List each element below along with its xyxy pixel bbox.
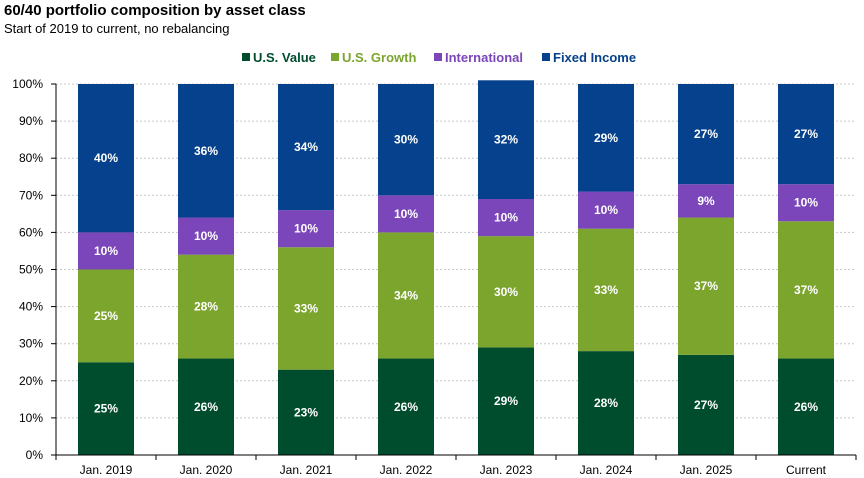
data-label: 36%: [194, 144, 218, 158]
y-tick-label: 50%: [19, 263, 43, 277]
chart-title: 60/40 portfolio composition by asset cla…: [4, 2, 306, 19]
data-label: 10%: [294, 222, 318, 236]
data-label: 10%: [394, 207, 418, 221]
data-label: 34%: [294, 140, 318, 154]
data-label: 27%: [794, 127, 818, 141]
chart-subtitle: Start of 2019 to current, no rebalancing: [4, 21, 230, 36]
bar-segment: [478, 80, 534, 200]
y-tick-label: 100%: [12, 77, 43, 91]
data-label: 25%: [94, 309, 118, 323]
data-label: 27%: [694, 127, 718, 141]
legend: U.S. Value U.S. Growth International Fixed …: [242, 50, 636, 65]
data-label: 28%: [194, 300, 218, 314]
bar-segment: [678, 184, 734, 218]
x-tick-label: Jan. 2023: [480, 463, 533, 477]
x-tick-label: Current: [786, 463, 827, 477]
data-label: 29%: [494, 394, 518, 408]
gridlines: [56, 83, 856, 419]
y-tick-label: 20%: [19, 374, 43, 388]
data-label: 29%: [594, 131, 618, 145]
y-tick-label: 90%: [19, 114, 43, 128]
x-tick-label: Jan. 2019: [80, 463, 133, 477]
data-label: 23%: [294, 405, 318, 419]
data-label: 27%: [694, 398, 718, 412]
x-tick-label: Jan. 2024: [580, 463, 633, 477]
data-label: 30%: [394, 133, 418, 147]
bar-segment: [278, 84, 334, 211]
bar-segment: [378, 195, 434, 233]
data-label: 10%: [494, 211, 518, 225]
y-tick-label: 80%: [19, 151, 43, 165]
bar-segment: [478, 236, 534, 348]
data-label: 37%: [794, 283, 818, 297]
legend-swatch: [434, 53, 442, 61]
x-tick-label: Jan. 2021: [280, 463, 333, 477]
legend-swatch: [542, 53, 550, 61]
bar-segment: [178, 254, 234, 359]
bar-segment: [678, 217, 734, 355]
bar-segment: [378, 232, 434, 359]
legend-swatch: [331, 53, 339, 61]
bar-segment: [578, 228, 634, 352]
bar-segment: [178, 358, 234, 455]
data-label: 32%: [494, 133, 518, 147]
bar-segment: [378, 84, 434, 196]
bar-segment: [478, 347, 534, 455]
y-tick-label: 0%: [26, 448, 44, 462]
legend-label: International: [445, 50, 523, 65]
data-label: 33%: [294, 301, 318, 315]
bar-segment: [78, 84, 134, 233]
data-label: 40%: [94, 151, 118, 165]
bar-segment: [378, 358, 434, 455]
y-tick-label: 30%: [19, 337, 43, 351]
data-label: 33%: [594, 283, 618, 297]
x-tick-label: Jan. 2022: [380, 463, 433, 477]
bar-segment: [578, 191, 634, 229]
x-tick-label: Jan. 2020: [180, 463, 233, 477]
bar-segment: [278, 369, 334, 455]
bar-segment: [278, 247, 334, 370]
bar-segment: [478, 199, 534, 237]
y-tick-label: 10%: [19, 411, 43, 425]
data-label: 26%: [194, 400, 218, 414]
legend-label: Fixed Income: [553, 50, 636, 65]
x-tick-label: Jan. 2025: [680, 463, 733, 477]
data-label: 37%: [694, 279, 718, 293]
bar-segment: [778, 358, 834, 455]
data-label: 26%: [394, 400, 418, 414]
data-label: 10%: [94, 244, 118, 258]
legend-swatch: [242, 53, 250, 61]
data-label: 26%: [794, 400, 818, 414]
bar-segment: [678, 84, 734, 185]
bar-segment: [78, 269, 134, 363]
bar-segment: [678, 354, 734, 455]
y-tick-label: 40%: [19, 300, 43, 314]
y-tick-label: 60%: [19, 225, 43, 239]
data-label: 10%: [594, 203, 618, 217]
data-label: 34%: [394, 288, 418, 302]
bar-segment: [778, 221, 834, 359]
data-label: 10%: [794, 196, 818, 210]
bar-segment: [578, 84, 634, 192]
bar-segment: [278, 210, 334, 248]
data-label: 30%: [494, 285, 518, 299]
bar-segment: [778, 184, 834, 222]
bar-segment: [178, 217, 234, 255]
bar-segment: [578, 351, 634, 455]
bar-segment: [78, 232, 134, 270]
bar-segment: [78, 362, 134, 455]
legend-label: U.S. Growth: [342, 50, 416, 65]
y-tick-label: 70%: [19, 188, 43, 202]
data-label: 25%: [94, 402, 118, 416]
bar-segment: [178, 84, 234, 218]
data-label: 10%: [194, 229, 218, 243]
data-label: 9%: [697, 194, 715, 208]
axes: 0% 10% 20% 30% 40% 50% 60% 70% 80% 90% 100% Jan. 20…: [12, 77, 857, 477]
data-label: 28%: [594, 396, 618, 410]
bar-segment: [778, 84, 834, 185]
legend-label: U.S. Value: [253, 50, 316, 65]
bars: 25% 25% 10% 40% 26% 28% 10% 36% 23% 33% 10% 34% 26% 3…: [78, 80, 834, 455]
